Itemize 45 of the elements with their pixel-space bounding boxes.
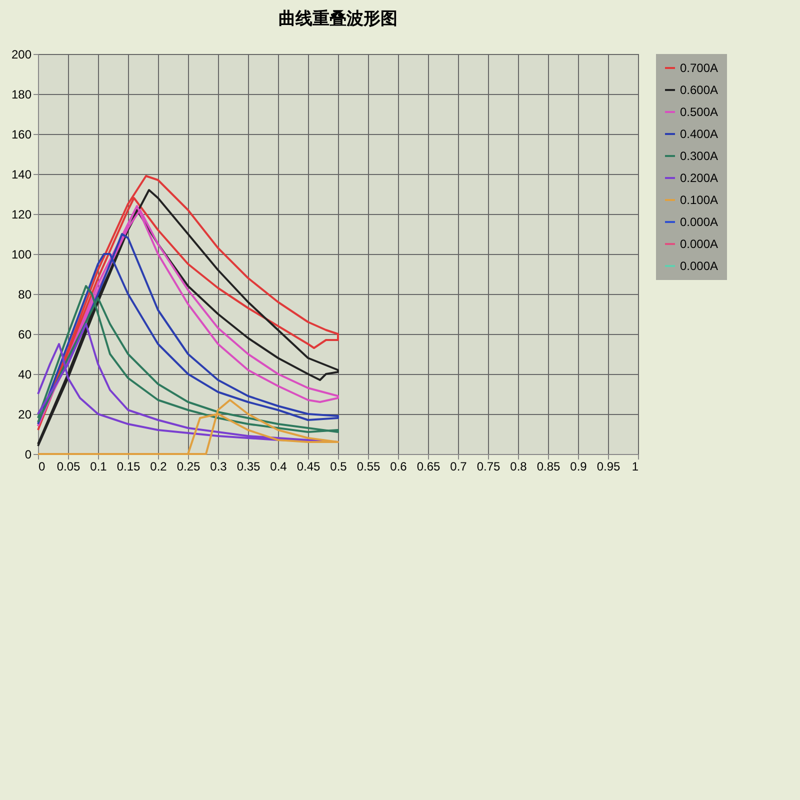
legend-label: 0.100A (680, 193, 718, 207)
x-tick-label: 0.3 (210, 460, 228, 474)
x-tick-label: 0.5 (330, 460, 348, 474)
x-tick-label: 0.6 (390, 460, 408, 474)
x-tick-label: 1 (632, 460, 639, 474)
y-tick-label: 120 (11, 208, 32, 222)
y-tick-label: 60 (18, 328, 32, 342)
x-tick-label: 0.45 (296, 460, 320, 474)
legend-label: 0.600A (680, 83, 718, 97)
line-series (37, 285, 339, 433)
legend-label: 0.000A (680, 259, 718, 273)
y-tick-label: 80 (18, 288, 32, 302)
y-tick-label: 20 (18, 408, 32, 422)
x-tick-label: 0.75 (476, 460, 500, 474)
legend-label: 0.300A (680, 149, 718, 163)
legend-label: 0.000A (680, 215, 718, 229)
x-tick-label: 0.4 (270, 460, 288, 474)
legend-label: 0.700A (680, 61, 718, 75)
y-tick-label: 160 (11, 128, 32, 142)
x-tick-label: 0.1 (90, 460, 108, 474)
x-tick-label: 0.55 (356, 460, 380, 474)
x-tick-label: 0.15 (116, 460, 140, 474)
y-tick-label: 140 (11, 168, 32, 182)
y-tick-label: 200 (11, 48, 32, 62)
x-tick-label: 0.2 (150, 460, 168, 474)
x-tick-label: 0.95 (596, 460, 620, 474)
x-tick-label: 0.85 (536, 460, 560, 474)
x-tick-label: 0.9 (570, 460, 588, 474)
x-tick-label: 0.65 (416, 460, 440, 474)
y-tick-label: 100 (11, 248, 32, 262)
legend-label: 0.000A (680, 237, 718, 251)
x-tick-label: 0 (38, 460, 46, 474)
x-tick-label: 0.35 (236, 460, 260, 474)
x-tick-label: 0.25 (176, 460, 200, 474)
legend-label: 0.500A (680, 105, 718, 119)
y-tick-label: 180 (11, 88, 32, 102)
x-tick-label: 0.8 (510, 460, 528, 474)
line-series (37, 399, 339, 455)
x-tick-label: 0.7 (450, 460, 468, 474)
y-tick-label: 0 (24, 448, 32, 462)
chart-title: 曲线重叠波形图 (278, 9, 398, 29)
y-tick-label: 40 (18, 368, 32, 382)
legend-label: 0.400A (680, 127, 718, 141)
x-tick-label: 0.05 (56, 460, 80, 474)
legend-label: 0.200A (680, 171, 718, 185)
